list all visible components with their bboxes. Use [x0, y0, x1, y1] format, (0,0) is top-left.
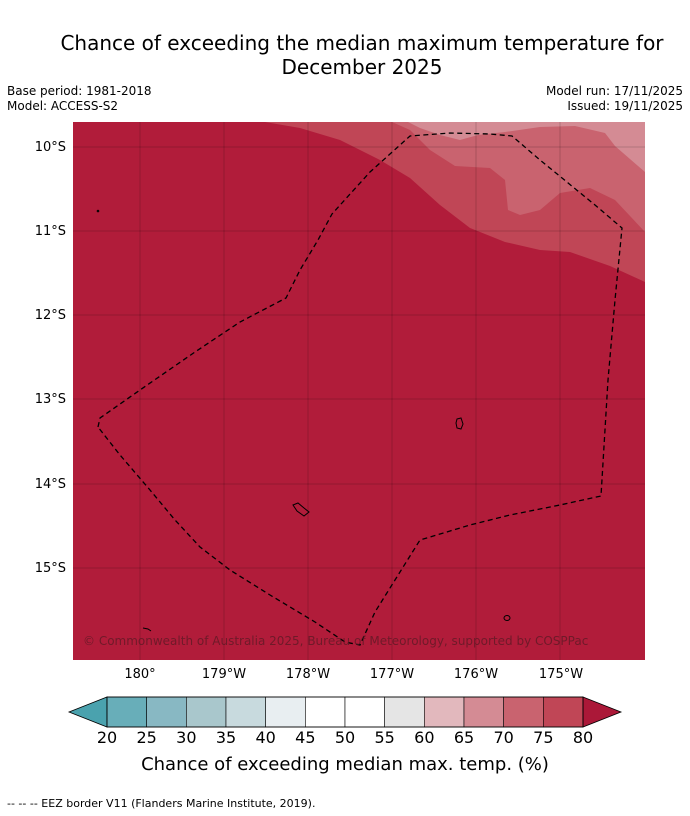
lon-tick: 180° — [124, 667, 155, 682]
colorbar-bin — [106, 696, 147, 728]
lat-tick: 10°S — [35, 140, 66, 155]
meta-left: Base period: 1981-2018 Model: ACCESS-S2 — [7, 84, 152, 114]
probability-zone-70-75 — [392, 122, 645, 232]
colorbar-bin — [503, 696, 544, 728]
colorbar-bin — [265, 696, 306, 728]
colorbar-tick: 60 — [414, 728, 434, 747]
lat-tick: 11°S — [35, 224, 66, 239]
lon-tick: 176°W — [454, 667, 498, 682]
meta-right: Model run: 17/11/2025 Issued: 19/11/2025 — [546, 84, 683, 114]
island-shape — [142, 627, 152, 632]
colorbar-tick: 55 — [374, 728, 394, 747]
islands — [96, 209, 511, 632]
colorbar-tick: 40 — [255, 728, 275, 747]
colorbar: 20 25 30 35 40 45 50 55 60 65 70 75 80 Chance of exc… — [67, 696, 623, 775]
colorbar-tick: 70 — [493, 728, 513, 747]
lon-tick: 179°W — [202, 667, 246, 682]
colorbar-low-extension — [67, 696, 108, 728]
island-shape — [455, 417, 464, 430]
lat-tick: 13°S — [35, 392, 66, 407]
lon-tick: 175°W — [539, 667, 583, 682]
lon-tick-labels: 180° 179°W 178°W 177°W 176°W 175°W — [124, 667, 583, 682]
colorbar-bins — [106, 696, 584, 728]
model-run: Model run: 17/11/2025 — [545, 84, 683, 98]
lon-tick: 178°W — [286, 667, 330, 682]
graticule — [73, 122, 645, 660]
colorbar-tick: 35 — [216, 728, 236, 747]
island-shape — [503, 615, 511, 621]
colorbar-tick-labels: 20 25 30 35 40 45 50 55 60 65 70 75 80 — [97, 728, 593, 747]
title-line-2: December 2025 — [281, 55, 443, 79]
lon-tick: 177°W — [370, 667, 414, 682]
title-line-1: Chance of exceeding the median maximum t… — [60, 31, 664, 55]
island-shape — [96, 209, 100, 213]
colorbar-tick: 65 — [454, 728, 474, 747]
colorbar-tick: 45 — [295, 728, 315, 747]
colorbar-bin — [146, 696, 187, 728]
colorbar-label: Chance of exceeding median max. temp. (%… — [141, 754, 549, 775]
lat-tick: 14°S — [35, 477, 66, 492]
colorbar-bin — [344, 696, 385, 728]
eez-footnote: -- -- -- EEZ border V11 (Flanders Marine… — [7, 797, 316, 810]
probability-zone-65-70 — [408, 122, 645, 172]
eez-border — [97, 132, 623, 646]
map-plot-area: © Commonwealth of Australia 2025, Bureau… — [73, 122, 645, 660]
colorbar-tick: 75 — [533, 728, 553, 747]
colorbar-bin — [384, 696, 425, 728]
lat-tick: 15°S — [35, 561, 66, 576]
colorbar-tick: 30 — [176, 728, 196, 747]
lat-tick: 12°S — [35, 308, 66, 323]
colorbar-tick: 80 — [573, 728, 593, 747]
colorbar-bin — [543, 696, 584, 728]
island-shape — [292, 502, 310, 517]
colorbar-tick: 20 — [97, 728, 117, 747]
colorbar-tick: 25 — [136, 728, 156, 747]
colorbar-tick: 50 — [335, 728, 355, 747]
colorbar-bin — [186, 696, 227, 728]
lat-tick-labels: 10°S 11°S 12°S 13°S 14°S 15°S — [35, 140, 66, 576]
colorbar-bin — [305, 696, 346, 728]
colorbar-bin — [463, 696, 504, 728]
colorbar-bin — [424, 696, 465, 728]
colorbar-outline — [106, 696, 584, 728]
colorbar-high-extension — [582, 696, 623, 728]
colorbar-bin — [225, 696, 266, 728]
map-title: Chance of exceeding the median maximum t… — [0, 31, 690, 79]
copyright-notice: © Commonwealth of Australia 2025, Bureau… — [83, 634, 588, 648]
model-name: Model: ACCESS-S2 — [7, 99, 119, 113]
issued-date: Issued: 19/11/2025 — [567, 99, 683, 113]
base-period: Base period: 1981-2018 — [7, 84, 152, 98]
